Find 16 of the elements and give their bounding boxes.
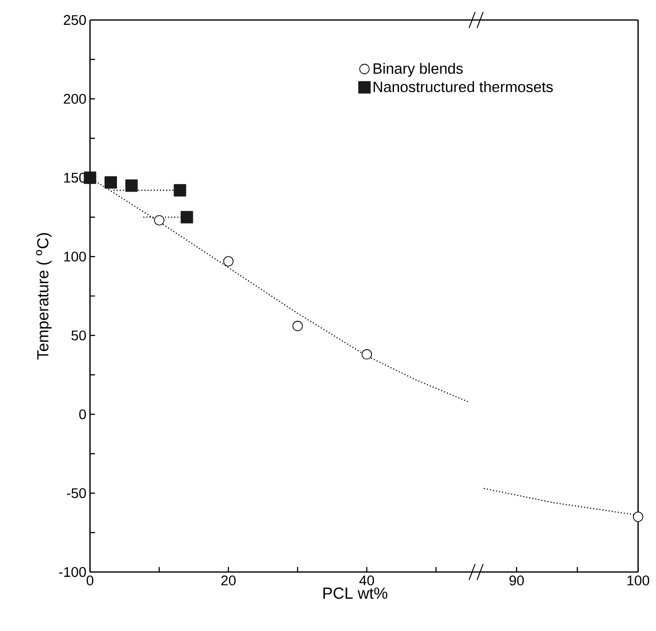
x-tick-label: 90: [509, 576, 524, 586]
y-tick-label: 50: [71, 330, 86, 340]
x-tick-label: 100: [627, 576, 650, 586]
y-tick-label: -100: [59, 567, 86, 577]
y-axis-title: Temperature ( $^{o}$C): [36, 233, 52, 360]
legend-label: Binary blends: [374, 62, 463, 77]
x-tick-label: 20: [221, 576, 236, 586]
y-tick-label: -50: [66, 488, 86, 498]
y-tick-label: 0: [79, 409, 86, 420]
y-tick-label: 200: [64, 94, 86, 104]
x-tick-label: 0: [86, 576, 94, 586]
y-tick-label: 250: [64, 15, 86, 25]
legend-label: Nanostructured thermosets: [374, 81, 553, 92]
y-tick-label: 100: [64, 252, 86, 262]
x-tick-label: 40: [359, 576, 374, 586]
x-axis-title: PCL wt%: [323, 588, 388, 599]
